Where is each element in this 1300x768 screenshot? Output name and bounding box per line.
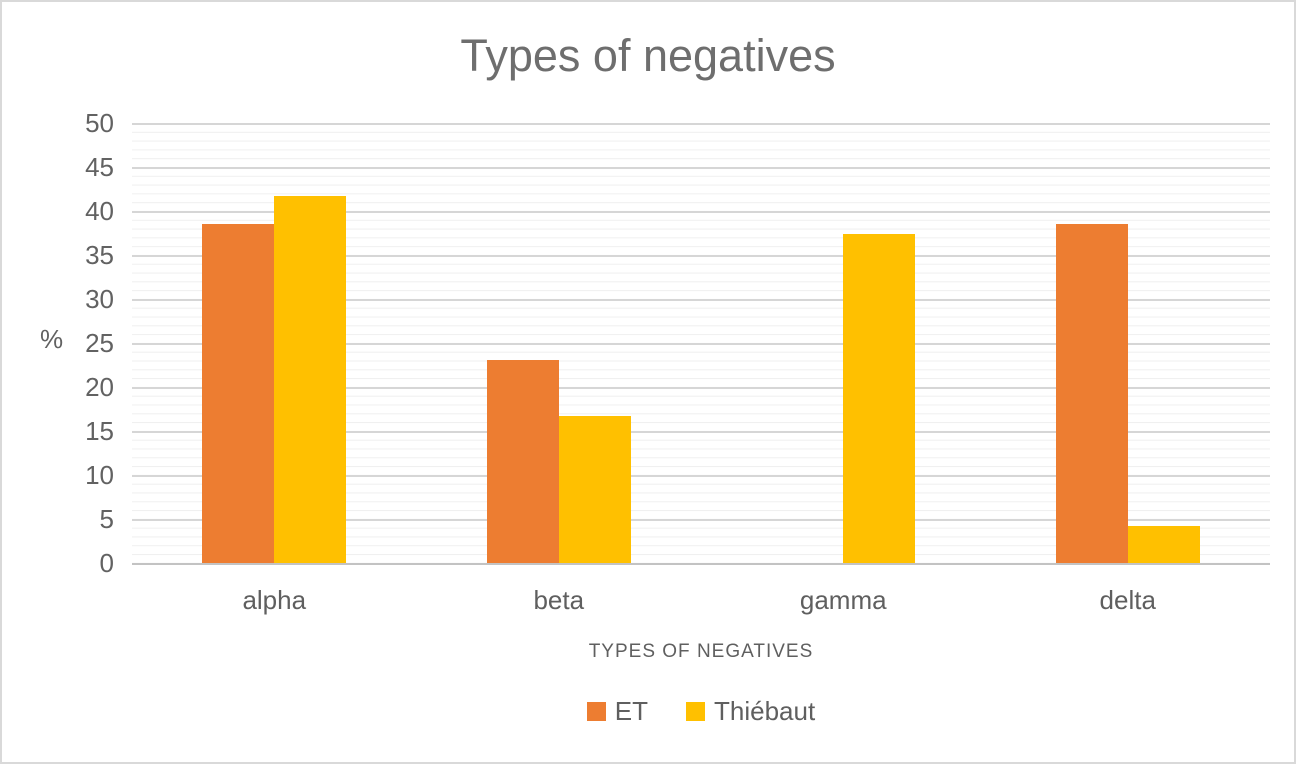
bar-group-gamma — [701, 123, 986, 563]
x-label-gamma: gamma — [799, 585, 887, 615]
y-tick-5: 5 — [99, 504, 114, 534]
legend-label-et: ET — [614, 696, 649, 726]
x-axis-category-labels: alpha beta gamma delta — [132, 585, 1270, 616]
legend-swatch-thiebaut — [686, 702, 706, 721]
y-tick-30: 30 — [85, 284, 114, 314]
bar-gamma-thiebaut — [843, 233, 916, 563]
legend-item-et: ET — [586, 696, 649, 727]
y-tick-20: 20 — [85, 372, 114, 402]
x-label-delta: delta — [1099, 585, 1156, 615]
bar-delta-thiebaut — [1127, 526, 1200, 563]
y-axis-title: % — [40, 324, 64, 354]
bar-delta-et — [1055, 224, 1128, 563]
bar-beta-thiebaut — [558, 416, 631, 563]
bar-group-beta — [417, 123, 702, 563]
x-label-alpha: alpha — [242, 585, 307, 615]
y-tick-40: 40 — [85, 196, 114, 226]
bars-layer — [132, 123, 1270, 563]
plot-area — [132, 123, 1270, 565]
y-tick-25: 25 — [85, 328, 114, 358]
y-tick-50: 50 — [85, 108, 114, 138]
bar-alpha-thiebaut — [274, 196, 347, 563]
chart-title: Types of negatives — [460, 30, 836, 81]
legend-label-thiebaut: Thiébaut — [714, 696, 816, 726]
y-tick-35: 35 — [85, 240, 114, 270]
bar-group-alpha — [132, 123, 417, 563]
legend: ET Thiébaut — [132, 696, 1270, 727]
legend-item-thiebaut: Thiébaut — [686, 696, 815, 727]
y-tick-15: 15 — [85, 416, 114, 446]
bar-beta-et — [486, 359, 559, 563]
y-tick-10: 10 — [85, 460, 114, 490]
y-tick-0: 0 — [99, 548, 114, 578]
y-axis-tick-labels: 50 45 40 35 30 25 20 15 10 5 0 — [2, 108, 114, 578]
x-label-beta: beta — [533, 585, 585, 615]
legend-swatch-et — [586, 702, 606, 721]
bar-group-delta — [986, 123, 1271, 563]
bar-alpha-et — [202, 224, 275, 563]
y-tick-45: 45 — [85, 152, 114, 182]
x-axis-title: TYPES OF NEGATIVES — [588, 641, 814, 662]
